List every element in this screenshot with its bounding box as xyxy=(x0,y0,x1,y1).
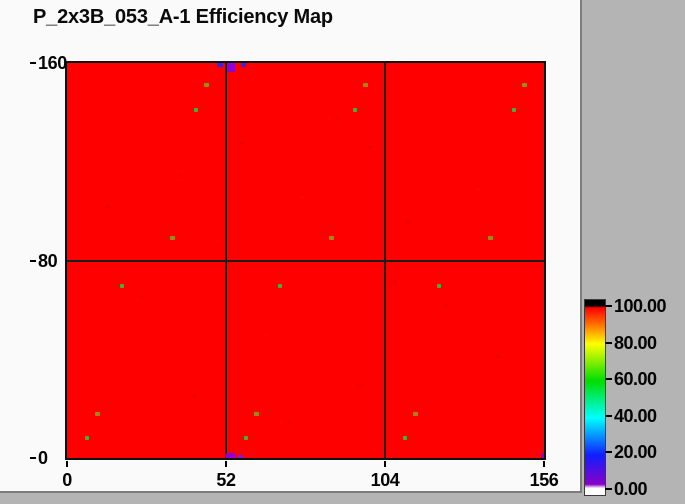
colorbar-tick-label: 100.00 xyxy=(614,296,667,316)
noise-speckle xyxy=(367,145,373,149)
low-efficiency-dot xyxy=(95,412,101,417)
colorbar-tick-mark xyxy=(605,414,612,417)
noise-speckle xyxy=(515,110,521,114)
colorbar-tick-label: 80.00 xyxy=(614,332,657,353)
low-efficiency-dot xyxy=(237,455,243,458)
y-axis-tick: 160 xyxy=(30,54,67,72)
low-efficiency-dot xyxy=(512,107,517,112)
noise-speckle xyxy=(477,185,483,189)
y-tick-label: 160 xyxy=(38,53,67,73)
low-efficiency-dot xyxy=(413,412,419,417)
noise-speckle xyxy=(496,355,502,359)
low-efficiency-dot xyxy=(402,436,407,440)
noise-speckle xyxy=(443,303,449,307)
x-tick-label: 104 xyxy=(370,470,400,490)
low-efficiency-dot xyxy=(487,236,493,241)
colorbar-tick-mark xyxy=(605,451,612,454)
y-tick-mark xyxy=(30,62,36,64)
noise-speckle xyxy=(214,244,220,248)
low-efficiency-dot xyxy=(169,236,175,241)
noise-speckle xyxy=(405,221,411,224)
noise-speckle xyxy=(138,296,144,300)
y-axis-tick: 0 xyxy=(30,449,48,467)
low-efficiency-dot xyxy=(203,82,209,87)
y-tick-label: 80 xyxy=(38,250,58,271)
low-efficiency-dot xyxy=(240,63,246,67)
low-efficiency-dot xyxy=(226,452,236,458)
x-tick-label: 52 xyxy=(216,470,236,490)
noise-speckle xyxy=(357,382,363,386)
low-efficiency-dot xyxy=(362,82,368,87)
x-tick-mark xyxy=(543,461,545,467)
colorbar-tick-label: 40.00 xyxy=(614,405,657,426)
x-tick-mark xyxy=(225,461,227,467)
colorbar-tick-label: 60.00 xyxy=(614,369,657,390)
colorbar-tick-label: 20.00 xyxy=(614,442,657,463)
low-efficiency-dot xyxy=(120,284,125,289)
low-efficiency-dot xyxy=(217,63,224,67)
noise-speckle xyxy=(334,118,340,122)
colorbar-gradient xyxy=(584,299,606,496)
noise-speckle xyxy=(262,327,268,331)
low-efficiency-dot xyxy=(85,436,90,440)
colorbar-tick-mark xyxy=(605,488,612,490)
y-tick-mark xyxy=(30,259,36,262)
low-efficiency-dot xyxy=(244,436,249,440)
y-tick-mark xyxy=(30,457,36,459)
noise-speckle xyxy=(238,142,244,145)
colorbar-tick-mark xyxy=(605,378,612,381)
chart-title: P_2x3B_053_A-1 Efficiency Map xyxy=(33,6,333,28)
x-tick-label: 156 xyxy=(529,470,559,490)
gridline-horizontal xyxy=(67,259,544,262)
noise-speckle xyxy=(191,394,197,398)
noise-speckle xyxy=(176,173,182,177)
low-efficiency-dot xyxy=(194,107,199,112)
low-efficiency-dot xyxy=(278,284,283,289)
x-tick-mark xyxy=(66,461,68,467)
low-efficiency-dot xyxy=(436,284,441,289)
low-efficiency-dot xyxy=(328,236,334,241)
low-efficiency-dot xyxy=(521,82,527,87)
plot-pane: P_2x3B_053_A-1 Efficiency Map 160 80 0 0 52… xyxy=(0,0,582,493)
low-efficiency-dot xyxy=(540,452,544,458)
x-tick-mark xyxy=(384,461,386,467)
noise-speckle xyxy=(286,422,292,426)
y-tick-label: 0 xyxy=(38,448,48,468)
x-tick-label: 0 xyxy=(62,470,72,490)
y-axis-tick: 80 xyxy=(30,250,58,271)
colorbar-tick-mark xyxy=(605,341,612,344)
low-efficiency-dot xyxy=(353,107,358,112)
noise-speckle xyxy=(391,280,397,284)
plot-area xyxy=(65,61,546,460)
low-efficiency-dot xyxy=(254,412,260,417)
colorbar-tick-mark xyxy=(605,305,612,307)
colorbar-tick-label: 0.00 xyxy=(614,479,648,499)
noise-speckle xyxy=(105,205,111,209)
low-efficiency-dot xyxy=(226,63,235,72)
noise-speckle xyxy=(300,193,306,197)
